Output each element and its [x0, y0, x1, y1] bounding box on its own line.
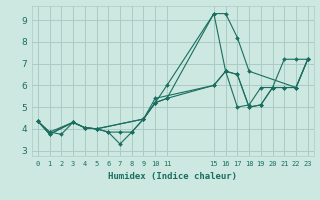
X-axis label: Humidex (Indice chaleur): Humidex (Indice chaleur)	[108, 172, 237, 181]
